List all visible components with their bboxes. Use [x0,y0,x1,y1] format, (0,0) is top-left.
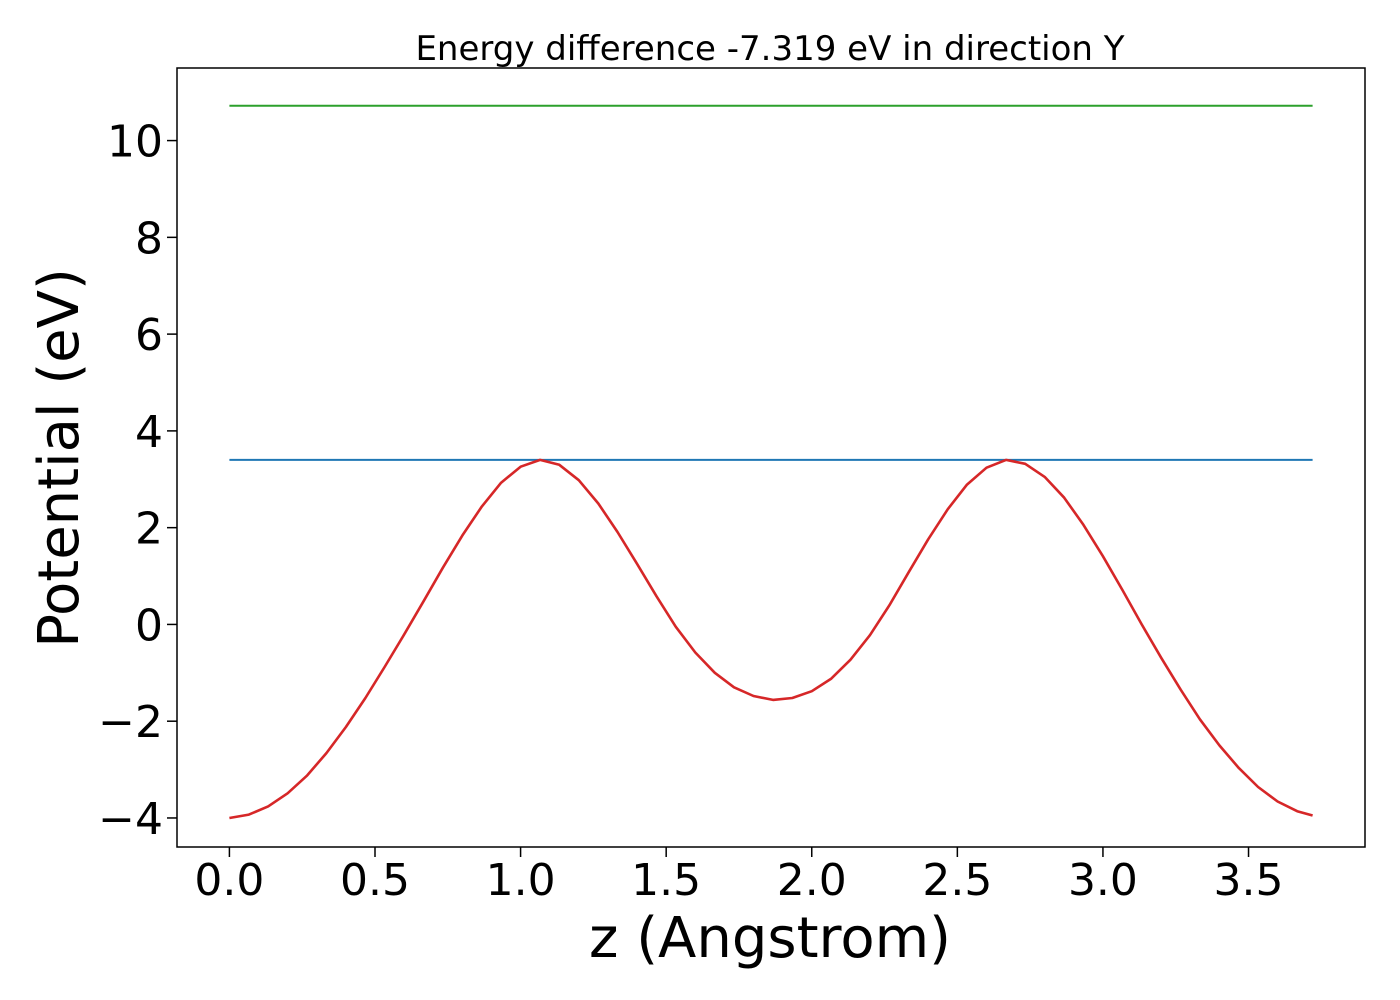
potential-curve [229,458,1313,820]
y-tick-label: 10 [107,117,163,168]
y-tick-label: 0 [135,600,163,651]
plot-frame [176,67,1366,848]
x-tick-label: 1.5 [631,855,701,906]
x-tick-label: 0.5 [340,855,410,906]
chart-title: Energy difference -7.319 eV in direction… [415,29,1124,69]
y-tick-label: 6 [135,310,163,361]
x-tick-label: 1.0 [486,855,556,906]
x-tick-label: 3.0 [1068,855,1138,906]
y-tick-label: 2 [135,504,163,555]
y-axis-label: Potential (eV) [27,268,92,648]
y-tick-label: −2 [98,697,163,748]
y-tick-label: −4 [98,794,163,845]
x-axis-label: z (Angstrom) [589,906,951,971]
x-tick-label: 2.5 [922,855,992,906]
x-axis-ticks: 0.0 0.5 1.0 1.5 2.0 2.5 3.0 3.5 [194,847,1284,906]
y-tick-label: 8 [135,213,163,264]
x-tick-label: 3.5 [1214,855,1284,906]
y-tick-label: 4 [135,407,163,458]
y-axis-ticks: −4 −2 0 2 4 6 8 10 [98,117,177,845]
x-tick-label: 0.0 [194,855,264,906]
series-group [229,104,1313,820]
x-tick-label: 2.0 [777,855,847,906]
